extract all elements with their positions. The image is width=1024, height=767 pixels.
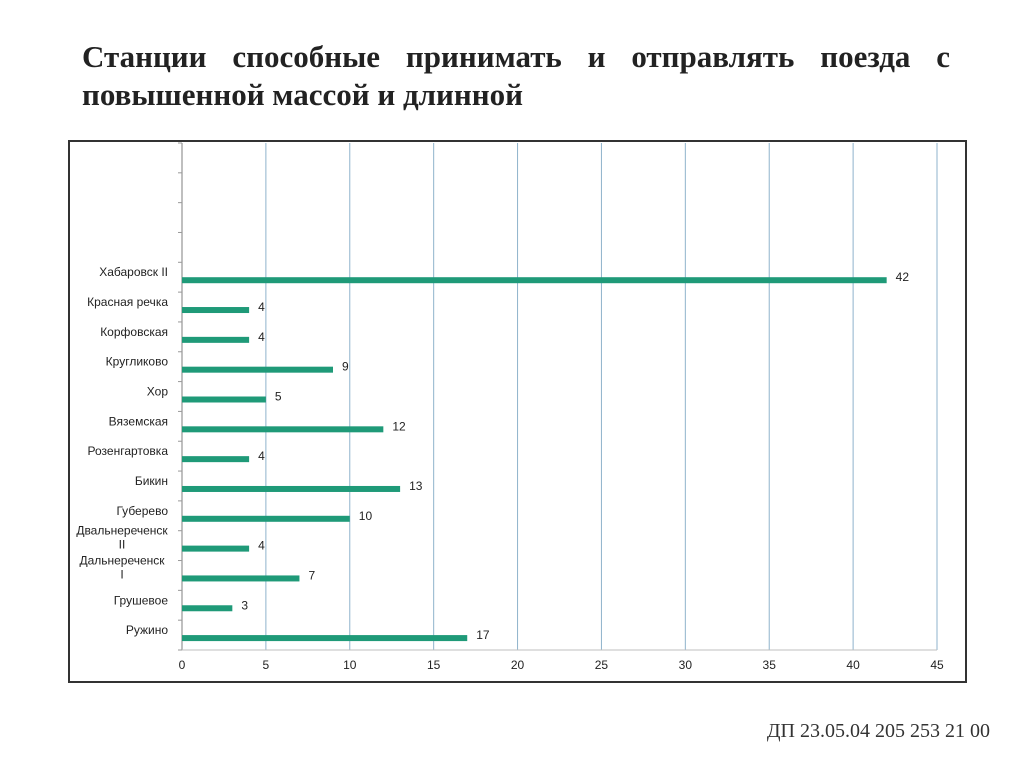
data-label: 42 [896,270,910,284]
bar [182,366,333,373]
data-label: 12 [392,419,406,433]
data-label: 5 [275,390,282,404]
category-label: Хор [147,385,169,399]
data-label: 7 [308,568,315,582]
x-tick-label: 0 [179,658,186,672]
document-code: ДП 23.05.04 205 253 21 00 [766,720,990,742]
x-tick-label: 45 [930,658,944,672]
x-tick-label: 10 [343,658,357,672]
category-label: Дальнереченск I [79,553,165,581]
category-label: Ружино [126,623,168,637]
slide-title: Станции способные принимать и отправлять… [82,39,950,112]
category-label: Корфовская [100,325,168,339]
x-tick-label: 30 [679,658,693,672]
category-label: Бикин [135,474,168,488]
data-label: 9 [342,360,349,374]
category-label: Губерево [116,504,168,518]
x-tick-label: 35 [763,658,777,672]
category-label: Грушевое [114,593,169,607]
bar [182,515,350,522]
data-label: 4 [258,539,265,553]
bar [182,635,468,642]
bar [182,396,266,403]
category-label: Двальнереченск II [76,524,168,552]
x-tick-label: 5 [263,658,270,672]
data-label: 10 [359,509,373,523]
x-tick-label: 15 [427,658,441,672]
x-tick-label: 20 [511,658,525,672]
bar [182,426,384,433]
data-label: 4 [258,330,265,344]
bar [182,575,300,582]
data-label: 4 [258,449,265,463]
bar [182,336,250,343]
category-label: Хабаровск II [99,265,168,279]
category-label: Вяземская [109,414,168,428]
x-tick-label: 25 [595,658,609,672]
bar [182,277,887,284]
bar [182,545,250,552]
data-label: 17 [476,628,490,642]
bar [182,605,233,612]
bar [182,307,250,314]
category-label: Розенгартовка [88,444,169,458]
x-tick-label: 40 [846,658,860,672]
bar [182,456,250,463]
bar [182,485,401,492]
category-label: Кругликово [106,355,169,369]
data-label: 13 [409,479,423,493]
category-label: Красная речка [87,295,168,309]
chart-frame [68,140,967,683]
data-label: 4 [258,300,265,314]
data-label: 3 [241,598,248,612]
